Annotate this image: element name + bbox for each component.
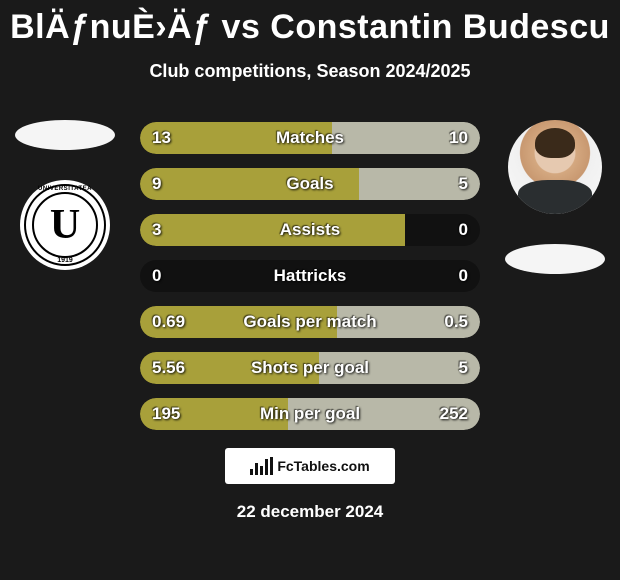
stat-label: Matches [140,122,480,154]
footer-brand: FcTables.com [225,448,395,484]
stat-row: 95Goals [140,168,480,200]
comparison-bars: 1310Matches 95Goals 30Assists 00Hattricks 0.… [140,122,480,444]
left-player-column: UNIVERSITATEA U 1919 [10,120,120,270]
stat-row: 0.690.5Goals per match [140,306,480,338]
stat-label: Shots per goal [140,352,480,384]
stat-label: Goals per match [140,306,480,338]
stat-row: 5.565Shots per goal [140,352,480,384]
stat-row: 1310Matches [140,122,480,154]
stat-label: Assists [140,214,480,246]
right-club-placeholder [505,244,605,274]
bars-icon [250,457,273,475]
right-player-photo [508,120,602,214]
stat-row: 195252Min per goal [140,398,480,430]
stat-label: Min per goal [140,398,480,430]
page-title: BlÄƒnuÈ›Äƒ vs Constantin Budescu [0,0,620,47]
left-club-logo: UNIVERSITATEA U 1919 [20,180,110,270]
stat-row: 30Assists [140,214,480,246]
stat-label: Hattricks [140,260,480,292]
left-player-placeholder [15,120,115,150]
subtitle: Club competitions, Season 2024/2025 [0,61,620,82]
club-logo-top-text: UNIVERSITATEA [38,186,92,192]
club-logo-year: 1919 [57,257,73,264]
right-player-column [500,120,610,274]
stat-label: Goals [140,168,480,200]
footer-brand-text: FcTables.com [277,458,369,474]
date-text: 22 december 2024 [0,502,620,522]
stat-row: 00Hattricks [140,260,480,292]
